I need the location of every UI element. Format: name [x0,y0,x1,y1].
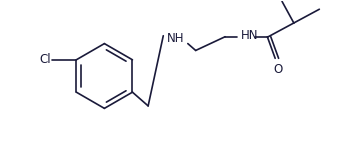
Text: O: O [273,63,283,76]
Text: HN: HN [241,29,258,42]
Text: Cl: Cl [39,53,51,66]
Text: NH: NH [167,32,185,45]
